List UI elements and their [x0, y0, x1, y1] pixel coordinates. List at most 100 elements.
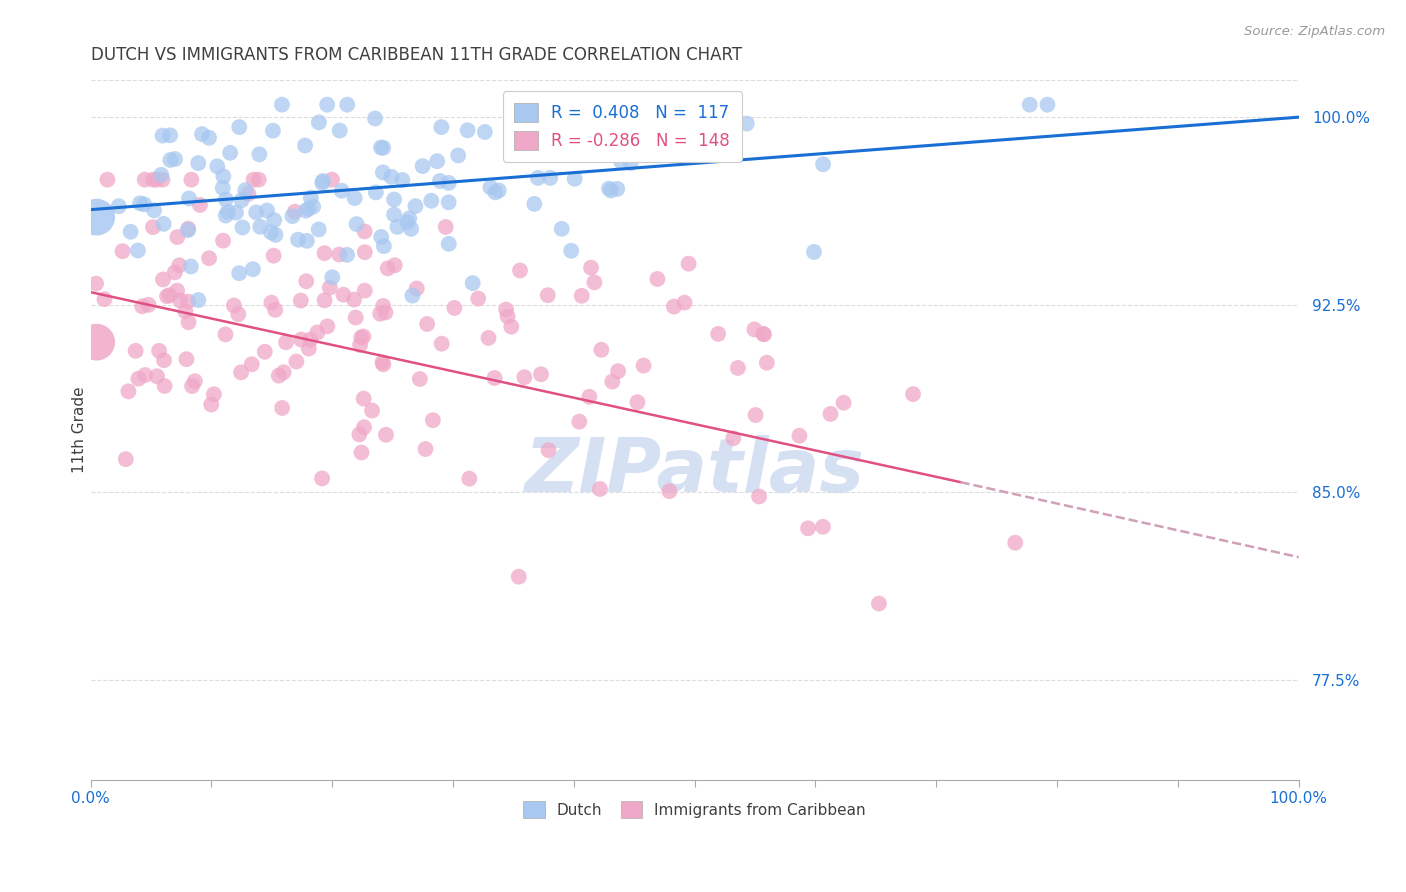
Point	[134, 172, 156, 186]
Point	[636, 146, 658, 161]
Point	[727, 360, 749, 375]
Point	[537, 288, 560, 302]
Point	[658, 484, 681, 499]
Point	[371, 165, 394, 179]
Point	[217, 204, 239, 219]
Point	[803, 244, 825, 259]
Point	[294, 138, 316, 153]
Point	[437, 236, 460, 251]
Point	[200, 398, 222, 412]
Point	[146, 369, 169, 384]
Point	[353, 224, 375, 238]
Point	[415, 442, 437, 456]
Point	[211, 181, 233, 195]
Point	[350, 330, 373, 344]
Point	[583, 276, 606, 290]
Point	[127, 372, 149, 386]
Point	[353, 420, 375, 434]
Point	[488, 184, 510, 198]
Point	[350, 445, 373, 459]
Point	[143, 203, 166, 218]
Point	[127, 244, 149, 258]
Point	[373, 357, 395, 371]
Point	[262, 124, 284, 138]
Point	[253, 344, 276, 359]
Point	[420, 194, 443, 208]
Point	[364, 186, 387, 200]
Point	[820, 407, 842, 421]
Point	[290, 293, 312, 308]
Point	[579, 260, 602, 275]
Point	[247, 147, 270, 161]
Point	[150, 172, 173, 186]
Point	[332, 287, 354, 301]
Point	[422, 413, 444, 427]
Point	[387, 219, 409, 234]
Point	[166, 230, 188, 244]
Point	[308, 115, 330, 129]
Point	[180, 172, 202, 186]
Point	[264, 302, 287, 317]
Point	[496, 310, 519, 324]
Point	[495, 302, 517, 317]
Point	[198, 251, 221, 265]
Point	[673, 295, 696, 310]
Point	[399, 222, 422, 236]
Point	[371, 355, 394, 369]
Point	[225, 205, 247, 219]
Point	[550, 222, 572, 236]
Point	[163, 265, 186, 279]
Point	[245, 205, 267, 219]
Point	[314, 293, 336, 308]
Point	[328, 247, 350, 261]
Point	[180, 260, 202, 274]
Point	[374, 305, 396, 319]
Point	[610, 154, 633, 169]
Point	[412, 159, 434, 173]
Point	[707, 326, 730, 341]
Point	[633, 359, 655, 373]
Point	[93, 292, 115, 306]
Point	[212, 234, 235, 248]
Point	[457, 123, 479, 137]
Point	[166, 284, 188, 298]
Point	[240, 357, 263, 371]
Point	[377, 261, 399, 276]
Point	[1004, 535, 1026, 549]
Point	[150, 168, 173, 182]
Point	[271, 97, 294, 112]
Point	[352, 329, 374, 343]
Point	[284, 204, 307, 219]
Point	[409, 372, 432, 386]
Point	[148, 343, 170, 358]
Point	[398, 211, 420, 226]
Point	[568, 415, 591, 429]
Point	[86, 335, 108, 350]
Point	[430, 336, 453, 351]
Point	[558, 120, 581, 135]
Point	[319, 280, 342, 294]
Point	[744, 408, 766, 422]
Point	[215, 209, 238, 223]
Point	[382, 193, 405, 207]
Point	[298, 342, 321, 356]
Point	[316, 97, 339, 112]
Point	[159, 288, 181, 302]
Point	[274, 335, 297, 350]
Point	[370, 230, 392, 244]
Point	[371, 299, 394, 313]
Point	[152, 217, 174, 231]
Point	[530, 368, 553, 382]
Point	[212, 169, 235, 184]
Point	[461, 276, 484, 290]
Point	[373, 239, 395, 253]
Point	[659, 134, 682, 148]
Point	[523, 197, 546, 211]
Point	[181, 379, 204, 393]
Point	[391, 173, 413, 187]
Point	[368, 307, 391, 321]
Text: ZIPatlas: ZIPatlas	[524, 435, 865, 508]
Point	[215, 193, 238, 207]
Point	[202, 387, 225, 401]
Point	[316, 319, 339, 334]
